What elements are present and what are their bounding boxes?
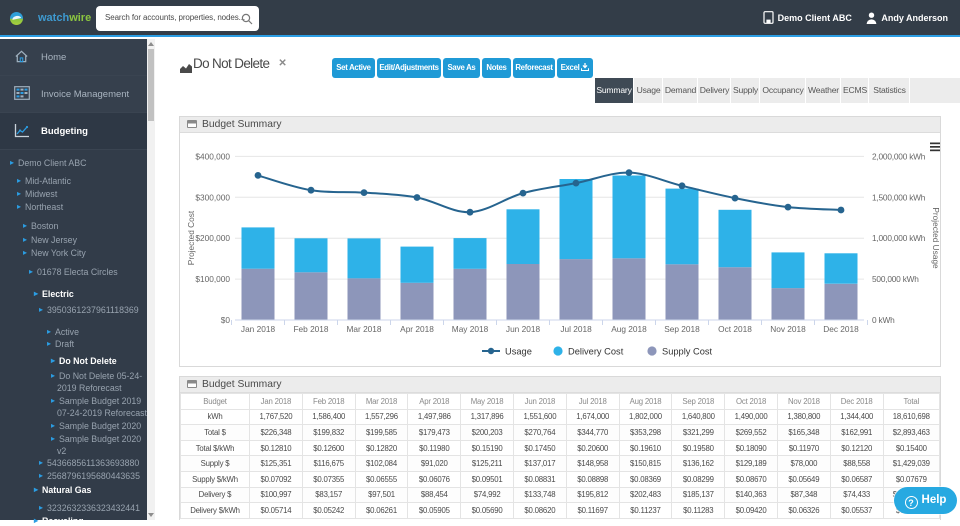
- svg-text:$0: $0: [221, 315, 231, 325]
- svg-text:2,000,000 kWh: 2,000,000 kWh: [872, 151, 926, 161]
- svg-text:May 2018: May 2018: [452, 324, 489, 334]
- svg-text:1,500,000 kWh: 1,500,000 kWh: [872, 192, 926, 202]
- svg-text:500,000 kWh: 500,000 kWh: [872, 274, 919, 284]
- svg-text:1,000,000 kWh: 1,000,000 kWh: [872, 233, 926, 243]
- svg-text:Dec 2018: Dec 2018: [823, 324, 859, 334]
- svg-text:$100,000: $100,000: [195, 274, 230, 284]
- svg-text:Usage: Usage: [505, 347, 532, 357]
- svg-text:0 kWh: 0 kWh: [872, 315, 895, 325]
- svg-text:Projected Usage: Projected Usage: [931, 207, 940, 269]
- svg-text:$400,000: $400,000: [195, 151, 230, 161]
- svg-text:Jul 2018: Jul 2018: [560, 324, 592, 334]
- svg-text:Sep 2018: Sep 2018: [664, 324, 700, 334]
- svg-text:$200,000: $200,000: [195, 233, 230, 243]
- svg-text:Apr 2018: Apr 2018: [400, 324, 434, 334]
- svg-text:Aug 2018: Aug 2018: [611, 324, 647, 334]
- svg-text:Oct 2018: Oct 2018: [718, 324, 752, 334]
- svg-text:Delivery Cost: Delivery Cost: [568, 347, 624, 357]
- svg-text:Nov 2018: Nov 2018: [770, 324, 806, 334]
- svg-text:Jun 2018: Jun 2018: [506, 324, 541, 334]
- svg-text:Supply Cost: Supply Cost: [662, 347, 713, 357]
- svg-text:Projected Cost: Projected Cost: [186, 210, 196, 265]
- svg-text:Mar 2018: Mar 2018: [346, 324, 381, 334]
- svg-text:Jan 2018: Jan 2018: [241, 324, 276, 334]
- svg-text:Feb 2018: Feb 2018: [293, 324, 328, 334]
- svg-text:$300,000: $300,000: [195, 192, 230, 202]
